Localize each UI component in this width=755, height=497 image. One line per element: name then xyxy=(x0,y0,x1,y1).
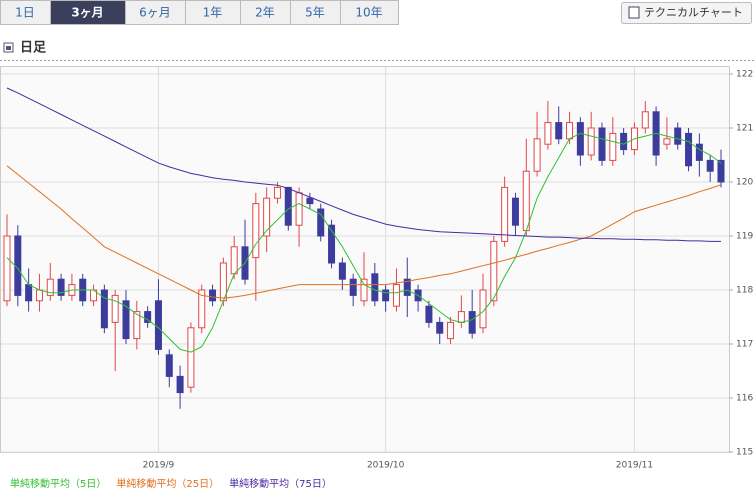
candle-body xyxy=(620,132,628,151)
candle-body xyxy=(187,327,195,388)
candle-body xyxy=(447,321,455,340)
candle-body xyxy=(587,127,595,156)
tab-label[interactable]: 2年 xyxy=(255,6,275,20)
ma-line xyxy=(6,87,721,242)
technical-button[interactable] xyxy=(621,2,752,24)
tab-label[interactable]: 1日 xyxy=(15,6,35,20)
candle-body xyxy=(566,122,574,140)
y-tick-label: 116 xyxy=(736,394,753,404)
candle-body xyxy=(328,224,336,264)
candle-body xyxy=(425,305,433,323)
candle-body xyxy=(685,132,693,167)
x-tick-label: 2019/9 xyxy=(143,461,175,471)
candle-body xyxy=(598,127,606,161)
candle-body xyxy=(144,311,152,323)
y-tick-label: 118 xyxy=(736,286,753,296)
candle-body xyxy=(338,262,346,280)
candle-body xyxy=(511,197,519,226)
tab-label[interactable]: 10年 xyxy=(355,6,382,20)
candle-body xyxy=(176,375,184,394)
candle-body xyxy=(576,122,584,156)
candle-body xyxy=(555,122,563,140)
candle-body xyxy=(349,278,357,296)
candle-body xyxy=(25,284,33,302)
tab[interactable] xyxy=(240,0,291,25)
candle-body xyxy=(57,278,65,296)
y-tick-label: 121 xyxy=(736,124,753,134)
candle-body xyxy=(436,321,444,334)
candle-body xyxy=(263,197,271,237)
candle-body xyxy=(306,197,314,205)
tab[interactable] xyxy=(125,0,186,25)
candle-body xyxy=(468,311,476,334)
y-tick-label: 120 xyxy=(736,178,753,188)
technical-icon xyxy=(628,6,640,19)
candle-body xyxy=(382,289,390,302)
candle-body xyxy=(209,289,217,302)
candle-body xyxy=(706,159,714,172)
candle-body xyxy=(663,138,671,145)
plot-frame xyxy=(0,66,730,453)
candle-body xyxy=(392,284,400,307)
candle-body xyxy=(360,278,368,302)
candle-body xyxy=(609,132,617,161)
x-tick-label: 2019/11 xyxy=(616,461,653,471)
candle-body xyxy=(295,192,303,226)
candle-body xyxy=(230,246,238,275)
technical-button-label[interactable]: テクニカルチャート xyxy=(644,6,743,19)
candle-body xyxy=(3,235,11,302)
candle-body xyxy=(641,111,649,129)
legend-label: 単純移動平均（25日） xyxy=(116,477,219,490)
y-tick-label: 122 xyxy=(736,70,753,80)
x-tick-label: 2019/10 xyxy=(367,461,405,471)
candle-body xyxy=(717,159,725,183)
y-tick-label: 119 xyxy=(736,232,753,242)
ma-line xyxy=(6,165,722,299)
section-icon-fill xyxy=(6,46,11,50)
tab[interactable] xyxy=(290,0,341,25)
candle-body xyxy=(154,300,162,350)
legend-label: 単純移動平均（75日） xyxy=(229,477,332,490)
candle-body xyxy=(544,122,552,145)
candle-body xyxy=(165,354,173,377)
candle-body xyxy=(490,240,498,302)
candle-body xyxy=(533,138,541,172)
tab[interactable] xyxy=(340,0,399,25)
candle-body xyxy=(133,311,141,340)
candle-body xyxy=(252,203,260,259)
candle-body xyxy=(35,289,43,302)
candle-body xyxy=(317,208,325,237)
candle-body xyxy=(273,186,281,199)
candle-body xyxy=(457,311,465,323)
tab-label[interactable]: 1年 xyxy=(203,6,223,20)
candle-body xyxy=(46,278,54,296)
candle-body xyxy=(522,170,530,232)
candle-body xyxy=(479,289,487,329)
candle-body xyxy=(284,186,292,226)
tab[interactable] xyxy=(185,0,241,25)
section-title: 日足 xyxy=(20,41,47,56)
tab-label[interactable]: 3ヶ月 xyxy=(71,6,103,20)
candle-body xyxy=(198,289,206,329)
tab[interactable] xyxy=(0,0,51,25)
candle-body xyxy=(403,278,411,296)
candle-body xyxy=(100,289,108,329)
candle-body xyxy=(695,143,703,161)
candle-body xyxy=(111,294,119,323)
y-tick-label: 117 xyxy=(736,340,753,350)
candle-body xyxy=(501,186,509,242)
candle-body xyxy=(122,300,130,340)
candle-body xyxy=(371,273,379,302)
candle-body xyxy=(674,127,682,145)
tab-label[interactable]: 6ヶ月 xyxy=(139,6,171,20)
legend-label: 単純移動平均（5日） xyxy=(10,477,106,490)
tab-label[interactable]: 5年 xyxy=(305,6,325,20)
y-tick-label: 115 xyxy=(736,448,753,458)
